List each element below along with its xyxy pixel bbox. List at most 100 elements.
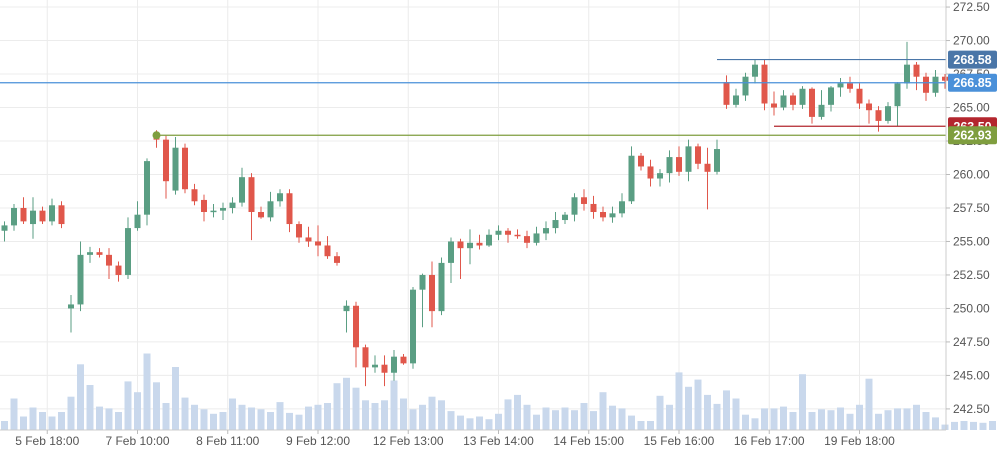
candle-body-down <box>856 88 863 104</box>
candle-body-down <box>381 364 388 373</box>
y-tick-label: 272.50 <box>953 0 990 14</box>
candle-body-up <box>495 230 502 235</box>
volume-bar <box>941 424 949 430</box>
volume-bar <box>599 392 607 430</box>
volume-bar <box>229 398 236 430</box>
volume-bar <box>457 415 464 430</box>
y-tick-label: 255.00 <box>953 234 990 248</box>
x-tick-label: 9 Feb 12:00 <box>286 434 350 448</box>
candle-body-down <box>115 265 122 275</box>
candle-body-up <box>885 106 891 121</box>
candle-body-down <box>362 347 369 368</box>
volume-bar <box>476 416 483 430</box>
volume-bar <box>618 408 626 430</box>
volume-bar <box>514 394 521 430</box>
volume-bar <box>200 409 208 430</box>
volume-bar <box>713 403 721 430</box>
candle-body-up <box>628 155 635 202</box>
volume-bar <box>780 406 787 430</box>
volume-bar <box>352 387 360 430</box>
candle-body-down <box>771 103 777 108</box>
x-tick-label: 15 Feb 16:00 <box>644 434 715 448</box>
candle-body-up <box>144 161 150 215</box>
volume-bar <box>827 410 835 430</box>
volume-bar <box>257 409 265 430</box>
candle-body-down <box>400 356 407 364</box>
candle-body-down <box>809 88 815 117</box>
volume-bar <box>542 407 550 430</box>
candle-body-up <box>714 149 720 172</box>
x-tick-label: 7 Feb 10:00 <box>105 434 169 448</box>
volume-bar <box>856 404 863 430</box>
candle-body-down <box>581 197 587 204</box>
volume-bar <box>552 410 559 430</box>
candle-body-up <box>533 233 540 243</box>
volume-bar <box>210 413 217 430</box>
candle-body-down <box>334 256 340 263</box>
candle-body-up <box>562 214 568 221</box>
volume-bar <box>675 372 683 430</box>
candle-body-up <box>229 202 236 208</box>
volume-bar <box>989 421 996 430</box>
candle-body-up <box>733 95 739 105</box>
candle-body-up <box>267 201 274 218</box>
volume-bar <box>381 400 388 430</box>
y-tick-label: 260.00 <box>953 167 990 181</box>
volume-bar <box>666 404 673 430</box>
candle-body-down <box>647 166 654 179</box>
candle-body-up <box>277 193 283 202</box>
volume-bar <box>191 404 198 430</box>
candle-body-up <box>780 95 787 108</box>
level-anchor-dot <box>152 131 161 140</box>
x-tick-label: 12 Feb 13:00 <box>373 434 444 448</box>
volume-bar <box>143 353 151 430</box>
candle-body-up <box>904 64 910 84</box>
candle-body-up <box>666 157 673 174</box>
candle-body-up <box>419 274 426 290</box>
volume-bar <box>314 404 322 430</box>
volume-bar <box>951 421 958 430</box>
candle-body-down <box>590 203 597 212</box>
volume-bar <box>808 412 816 430</box>
y-tick-label: 270.00 <box>953 34 990 48</box>
candle-body-down <box>923 76 929 93</box>
candle-body-up <box>657 173 663 179</box>
volume-bar <box>903 408 911 430</box>
candle-body-down <box>39 210 46 222</box>
candle-body-down <box>201 199 207 212</box>
volume-bar <box>10 398 18 430</box>
candle-body-down <box>106 254 112 266</box>
candle-body-down <box>315 241 321 246</box>
candle-body-up <box>619 201 625 214</box>
candle-body-down <box>191 189 198 202</box>
volume-bar <box>77 364 84 430</box>
volume-bar <box>932 417 939 430</box>
volume-bar <box>409 409 417 430</box>
volume-bar <box>685 386 692 430</box>
x-tick-label: 5 Feb 18:00 <box>15 434 79 448</box>
price-badge <box>948 126 997 145</box>
candle-body-up <box>391 356 397 373</box>
candle-body-up <box>68 304 74 309</box>
volume-bar <box>523 404 531 430</box>
volume-bar <box>979 422 987 430</box>
candle-body-up <box>543 228 549 234</box>
volume-bar <box>637 421 645 430</box>
volume-bar <box>590 411 597 430</box>
candle-body-down <box>600 212 606 218</box>
candle-body-down <box>524 236 530 243</box>
candle-body-down <box>505 230 511 235</box>
candle-body-down <box>286 193 293 225</box>
volume-bar <box>1 421 8 430</box>
volume-bar <box>324 403 331 430</box>
candle-body-up <box>609 213 616 218</box>
candle-body-up <box>210 210 217 213</box>
candle-body-up <box>486 234 492 246</box>
volume-bar <box>647 421 654 430</box>
price-badge <box>948 50 997 69</box>
volume-bar <box>20 416 27 430</box>
x-tick-label: 8 Feb 11:00 <box>196 434 259 448</box>
volume-bar <box>799 374 806 430</box>
candle-body-down <box>163 139 169 182</box>
volume-bar <box>181 397 189 430</box>
